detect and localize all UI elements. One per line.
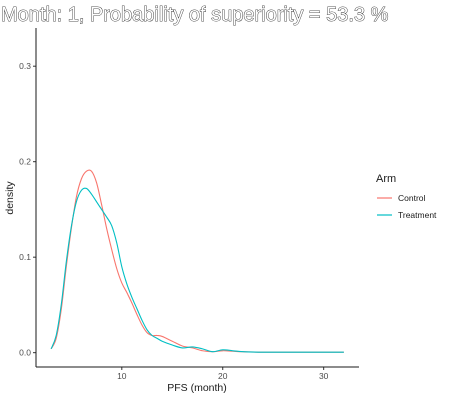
series-lines [50,169,344,353]
x-tick-label: 10 [117,371,127,381]
y-axis-title: density [4,181,16,215]
y-tick-label: 0.2 [19,157,31,167]
series-line-treatment [50,187,344,353]
x-tick-label: 20 [218,371,228,381]
series-line-control [50,169,344,353]
legend-label-control: Control [398,193,426,203]
y-tick-label: 0.1 [19,252,31,262]
x-tick-label: 30 [319,371,329,381]
x-axis-title: PFS (month) [167,382,227,394]
chart-title: Month: 1, Probability of superiority = 5… [1,4,389,26]
y-tick-label: 0.0 [19,348,31,358]
y-axis-ticks: 0.0 0.1 0.2 0.3 [19,61,36,358]
x-axis-ticks: 10 20 30 [117,367,329,381]
legend: Arm Control Treatment [376,173,437,220]
legend-label-treatment: Treatment [398,210,437,220]
y-tick-label: 0.3 [19,61,31,71]
legend-title: Arm [376,173,396,185]
legend-items: Control Treatment [377,193,437,220]
